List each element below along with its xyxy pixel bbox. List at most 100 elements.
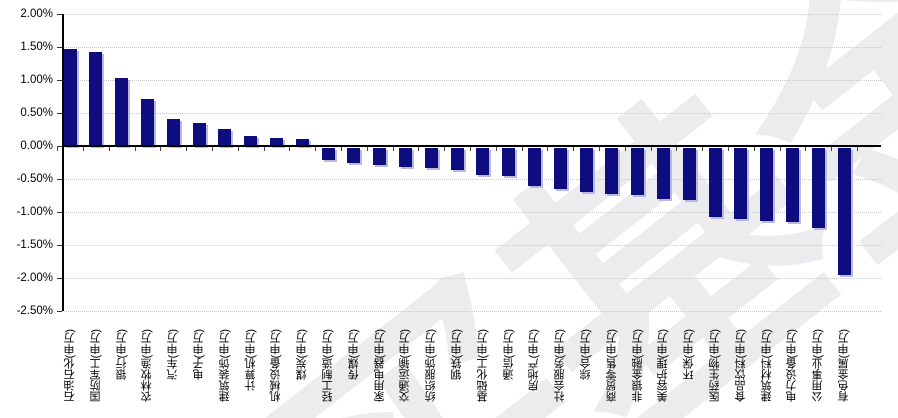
x-axis-tick [366,147,368,151]
x-axis-tick [727,147,729,151]
x-axis-tick [57,147,59,151]
bar [63,48,77,146]
bar [218,128,232,146]
x-axis-tick [753,147,755,151]
x-axis-tick [573,147,575,151]
x-axis-category-label: 纺织服饰(申万) [425,329,438,403]
y-axis-tick-label: -1.00% [16,206,53,218]
x-axis-tick [702,147,704,151]
bar [269,138,283,146]
x-axis-category-label: 建筑装饰(申万) [218,329,231,403]
y-axis-tick-label: -2.50% [16,305,53,317]
bar [244,136,258,146]
x-axis-category-label: 公用事业(申万) [812,329,825,403]
bar [450,148,464,170]
y-axis-tick [57,146,62,147]
x-axis-category-label: 农林牧渔(申万) [141,329,154,403]
bar [527,148,541,187]
y-axis-tick [57,278,62,279]
y-axis-tick-label: -0.50% [16,173,53,185]
x-axis-category-label: 家用电器(申万) [373,329,386,403]
x-axis-category-label: 钢铁(申万) [451,329,463,381]
bar [708,148,722,218]
gridline [62,113,881,114]
x-axis-tick [831,147,833,151]
x-axis-category-label: 食品饮料(申万) [734,329,747,403]
x-axis-category-label: 基础化工(申万) [476,329,489,403]
x-axis-tick [315,147,317,151]
x-axis-category-label: 国防军工(申万) [89,329,102,403]
y-axis-line [62,14,64,311]
bar [373,148,387,166]
bar [476,148,490,176]
x-axis-category-label: 煤炭(申万) [296,329,309,381]
gridline [62,80,881,81]
bar [631,148,645,195]
bar [166,118,180,146]
x-axis-category-label: 综合(申万) [580,329,592,381]
y-axis-tick [57,179,62,180]
y-axis-tick-label: 0.00% [20,140,53,152]
y-axis-tick [57,113,62,114]
bar [321,148,335,160]
x-axis-tick [263,147,265,151]
y-axis-tick [57,212,62,213]
gridline [62,212,881,213]
x-axis-category-label: 传媒(申万) [347,329,360,381]
y-axis-tick-label: 1.00% [20,74,53,86]
bar [192,122,206,146]
x-axis-tick [237,147,239,151]
x-axis-category-label: 非银金融(申万) [631,329,644,403]
x-axis-category-label: 房地产(申万) [528,329,541,392]
gridline [62,14,881,15]
bar [502,148,516,177]
x-axis-category-label: 石油石化(申万) [64,329,76,403]
x-axis-category-label: 建筑材料(申万) [760,329,773,403]
x-axis-category-label: 交通运输(申万) [399,329,412,403]
gridline [62,47,881,48]
x-axis-tick [289,147,291,151]
y-axis-tick-label: -1.50% [16,239,53,251]
x-axis-category-label: 计算机(申万) [244,329,257,392]
y-axis-tick-label: 2.00% [20,8,53,20]
bar [785,148,799,222]
bar [424,148,438,169]
x-axis-tick [186,147,188,151]
bar [656,148,670,199]
bar [553,148,567,189]
y-axis-tick-label: 0.50% [20,107,53,119]
x-axis-category-label: 有色金属(申万) [838,329,850,403]
x-axis-tick [650,147,652,151]
x-axis-tick [598,147,600,151]
gridline [62,179,881,180]
y-axis-tick [57,80,62,81]
x-axis-tick [444,147,446,151]
x-axis-tick [624,147,626,151]
x-axis-category-label: 社会服务(申万) [554,329,567,403]
bar [579,148,593,192]
x-axis-tick [547,147,549,151]
bar [760,148,774,221]
x-axis-tick [676,147,678,151]
y-axis-tick [57,311,62,312]
bar [682,148,696,201]
bar [89,52,103,146]
y-axis-tick-label: 1.50% [20,41,53,53]
x-axis-category-label: 机械设备(申万) [270,329,283,403]
x-axis-tick [108,147,110,151]
x-axis-category-label: 汽车(申万) [167,329,180,381]
bar [115,78,129,146]
x-axis-category-label: 商贸零售(申万) [605,329,618,403]
gridline [62,278,881,279]
x-axis-category-label: 医药生物(申万) [709,329,721,403]
x-axis-category-label: 环保(申万) [683,329,696,381]
x-axis-tick [82,147,84,151]
bar [837,148,851,275]
y-axis-tick [57,245,62,246]
x-axis-tick [392,147,394,151]
x-axis-line [62,145,881,147]
bar [295,139,309,146]
x-axis-tick [495,147,497,151]
gridline [62,311,881,312]
